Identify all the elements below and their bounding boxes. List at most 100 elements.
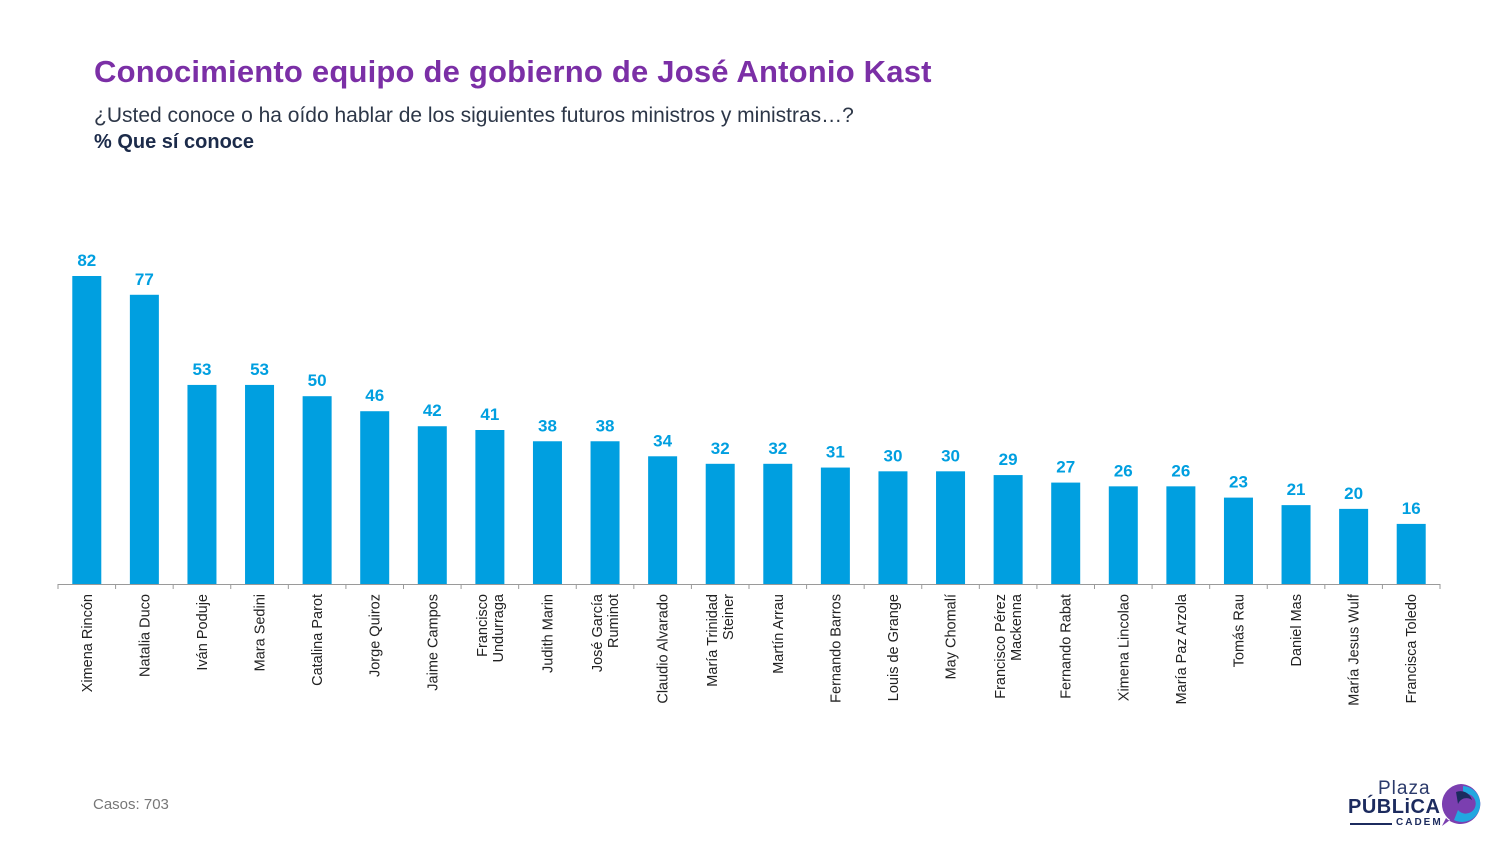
category-labels: Ximena Rincón Natalia Duco Iván Poduje Mara… — [80, 593, 1420, 706]
bar — [532, 441, 562, 584]
logo-text-publica: PÚBLiCA — [1348, 796, 1441, 818]
category-label-line: Jorge Quiroz — [368, 594, 384, 677]
category-label-line: José García — [590, 593, 606, 672]
value-label: 53 — [192, 360, 211, 379]
category-label-line: Fernando Barros — [828, 594, 844, 703]
value-label: 32 — [768, 439, 787, 458]
category-label-line: Mara Sedini — [253, 594, 269, 671]
category-label-line: Daniel Mas — [1289, 594, 1305, 667]
bar — [129, 294, 159, 584]
category-label-line: Undurraga — [491, 593, 507, 662]
category-label-line: Jaime Campos — [425, 594, 441, 691]
category-label: Ximena Lincolao — [1116, 594, 1132, 701]
category-label-line: Ruminot — [606, 594, 622, 648]
value-label: 23 — [1229, 473, 1248, 492]
category-label: Mara Sedini — [253, 594, 269, 671]
bar — [1396, 523, 1426, 584]
category-label: Natalia Duco — [137, 594, 153, 677]
chart-subtitle: ¿Usted conoce o ha oído hablar de los si… — [94, 104, 854, 127]
bar — [417, 426, 447, 584]
category-label: Iván Poduje — [195, 594, 211, 671]
category-label-line: María Jesus Wulf — [1347, 593, 1363, 706]
category-label: Daniel Mas — [1289, 594, 1305, 667]
category-label: Francisco Undurraga — [475, 593, 507, 662]
category-label: Claudio Alvarado — [656, 594, 672, 704]
value-label: 30 — [883, 446, 902, 465]
value-label: 34 — [653, 431, 672, 450]
category-label: Jaime Campos — [425, 594, 441, 691]
category-label: Fernando Rabat — [1059, 594, 1075, 699]
bar — [360, 411, 390, 584]
category-label: María Trinidad Steiner — [705, 594, 737, 687]
value-label: 30 — [941, 446, 960, 465]
category-label: Francisca Toledo — [1404, 594, 1420, 703]
value-label: 38 — [538, 416, 557, 435]
category-label-line: Ximena Lincolao — [1116, 594, 1132, 701]
value-label: 26 — [1114, 461, 1133, 480]
category-label-line: María Trinidad — [705, 594, 721, 687]
category-label: María Paz Arzola — [1174, 593, 1190, 704]
category-label: Tomás Rau — [1231, 594, 1247, 667]
category-label: Ximena Rincón — [80, 594, 96, 692]
bar — [590, 441, 620, 584]
category-label-line: Fernando Rabat — [1059, 594, 1075, 699]
value-label: 29 — [999, 450, 1018, 469]
bar — [475, 430, 505, 584]
bar — [936, 471, 966, 584]
category-label-line: Martín Arrau — [771, 594, 787, 674]
category-label-line: Judith Marin — [540, 594, 556, 673]
x-axis — [57, 584, 1441, 589]
bar — [763, 463, 793, 584]
value-label: 38 — [596, 416, 615, 435]
bar — [245, 384, 275, 584]
logo-text-cadem: CADEM — [1396, 817, 1443, 828]
bar — [1223, 497, 1253, 584]
category-label-line: Iván Poduje — [195, 594, 211, 671]
bar — [1281, 505, 1311, 584]
bar — [1166, 486, 1196, 584]
value-labels: 82 77 53 53 50 46 42 41 38 38 34 32 32 31 30 30 29 27 26 26… — [77, 251, 1420, 518]
bar — [302, 396, 332, 584]
value-label: 82 — [77, 251, 96, 270]
value-label: 32 — [711, 439, 730, 458]
category-label-line: Mackenna — [1009, 593, 1025, 661]
measure-label: % Que sí conoce — [94, 131, 255, 153]
category-label-line: Claudio Alvarado — [656, 594, 672, 704]
value-label: 77 — [135, 270, 154, 289]
category-label-line: Francisco — [475, 594, 491, 657]
bar — [72, 276, 102, 584]
bar — [820, 467, 850, 584]
value-label: 46 — [365, 386, 384, 405]
value-label: 26 — [1171, 461, 1190, 480]
category-label-line: Louis de Grange — [886, 594, 902, 701]
category-label: Catalina Parot — [310, 594, 326, 686]
bar — [1051, 482, 1081, 584]
bar — [705, 463, 735, 584]
value-label: 53 — [250, 360, 269, 379]
value-label: 16 — [1402, 499, 1421, 518]
bar — [878, 471, 908, 584]
category-label-line: Ximena Rincón — [80, 594, 96, 692]
value-label: 31 — [826, 443, 845, 462]
bars-layer — [72, 276, 1426, 584]
category-label-line: María Paz Arzola — [1174, 593, 1190, 704]
plaza-publica-cadem-logo: Plaza PÚBLiCA CADEM — [1340, 778, 1490, 838]
value-label: 41 — [480, 405, 499, 424]
category-label: María Jesus Wulf — [1347, 593, 1363, 706]
category-label-line: May Chomalí — [944, 594, 960, 679]
sample-size-note: Casos: 703 — [93, 796, 169, 813]
value-label: 42 — [423, 401, 442, 420]
category-label-line: Catalina Parot — [310, 594, 326, 686]
category-label-line: Tomás Rau — [1231, 594, 1247, 667]
category-label-line: Francisca Toledo — [1404, 594, 1420, 703]
value-label: 21 — [1287, 480, 1306, 499]
category-label: Jorge Quiroz — [368, 594, 384, 677]
category-label-line: Francisco Pérez — [993, 594, 1009, 699]
logo-text-plaza: Plaza — [1378, 778, 1431, 799]
value-label: 27 — [1056, 458, 1075, 477]
category-label: Judith Marin — [540, 594, 556, 673]
value-label: 20 — [1344, 484, 1363, 503]
bar — [993, 475, 1023, 584]
bar — [648, 456, 678, 584]
